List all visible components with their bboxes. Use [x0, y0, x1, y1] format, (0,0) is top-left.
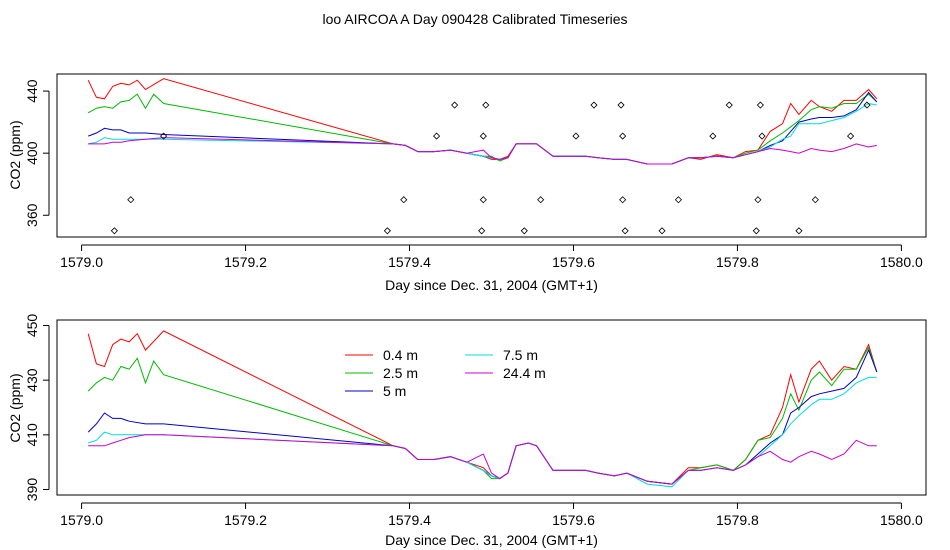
y-axis-title: CO2 (ppm): [7, 373, 23, 442]
plot-frame: [56, 73, 927, 238]
measurement-marker: [725, 101, 733, 109]
measurement-marker: [383, 227, 391, 235]
measurement-marker: [754, 196, 762, 204]
measurement-marker: [479, 196, 487, 204]
measurement-marker: [451, 101, 459, 109]
y-tick-label: 440: [24, 79, 40, 103]
series-line-5: [88, 434, 877, 485]
x-axis-title: Day since Dec. 31, 2004 (GMT+1): [385, 532, 598, 548]
measurement-marker: [811, 196, 819, 204]
x-tick-label: 1579.8: [716, 512, 759, 528]
x-tick-label: 1579.0: [60, 512, 103, 528]
series-line-3: [87, 348, 878, 485]
measurement-marker: [433, 132, 441, 140]
measurement-marker: [160, 132, 168, 140]
y-tick-label: 430: [24, 368, 40, 392]
measurement-marker: [127, 196, 135, 204]
y-tick-label: 390: [24, 478, 40, 502]
page-title: loo AIRCOA A Day 090428 Calibrated Times…: [322, 11, 628, 27]
measurement-marker: [478, 227, 486, 235]
legend-label: 24.4 m: [503, 365, 546, 381]
plot-frame: [56, 319, 927, 496]
series-group: [87, 330, 878, 488]
x-tick-label: 1580.0: [880, 512, 923, 528]
measurement-marker: [756, 101, 764, 109]
series-group: [87, 78, 878, 235]
legend: 0.4 m 2.5 m 5 m 7.5 m 24.4 m: [345, 347, 546, 399]
x-tick-label: 1579.2: [224, 254, 267, 270]
x-tick-label: 1580.0: [880, 254, 923, 270]
legend-label: 5 m: [383, 383, 406, 399]
measurement-marker: [110, 227, 118, 235]
measurement-marker: [658, 227, 666, 235]
measurement-marker: [795, 227, 803, 235]
x-tick-label: 1579.2: [224, 512, 267, 528]
measurement-marker: [674, 196, 682, 204]
measurement-marker: [537, 196, 545, 204]
x-tick-label: 1579.0: [60, 254, 103, 270]
x-tick-label: 1579.8: [716, 254, 759, 270]
measurement-marker: [752, 227, 760, 235]
series-line-2: [87, 346, 878, 485]
x-tick-label: 1579.6: [552, 254, 595, 270]
measurement-marker: [863, 101, 871, 109]
series-line-4: [88, 376, 877, 488]
y-tick-label: 400: [24, 141, 40, 165]
series-line-5: [88, 137, 877, 165]
measurement-marker: [520, 227, 528, 235]
measurement-marker: [482, 101, 490, 109]
measurement-marker: [619, 132, 627, 140]
measurement-marker: [621, 227, 629, 235]
measurement-marker: [847, 132, 855, 140]
legend-label: 0.4 m: [383, 347, 418, 363]
x-tick-label: 1579.4: [388, 254, 431, 270]
measurement-marker: [617, 101, 625, 109]
measurement-marker: [758, 132, 766, 140]
x-tick-label: 1579.6: [552, 512, 595, 528]
y-axis-title: CO2 (ppm): [7, 120, 23, 189]
measurement-marker: [400, 196, 408, 204]
x-axis-title: Day since Dec. 31, 2004 (GMT+1): [385, 277, 598, 293]
measurement-marker: [590, 101, 598, 109]
measurement-marker: [479, 132, 487, 140]
y-tick-label: 360: [24, 203, 40, 227]
legend-label: 2.5 m: [383, 365, 418, 381]
measurement-marker: [572, 132, 580, 140]
series-line-1: [87, 330, 878, 485]
y-tick-label: 450: [24, 314, 40, 338]
x-tick-label: 1579.4: [388, 512, 431, 528]
legend-label: 7.5 m: [503, 347, 538, 363]
measurement-marker: [619, 196, 627, 204]
measurement-marker: [709, 132, 717, 140]
y-tick-label: 410: [24, 423, 40, 447]
